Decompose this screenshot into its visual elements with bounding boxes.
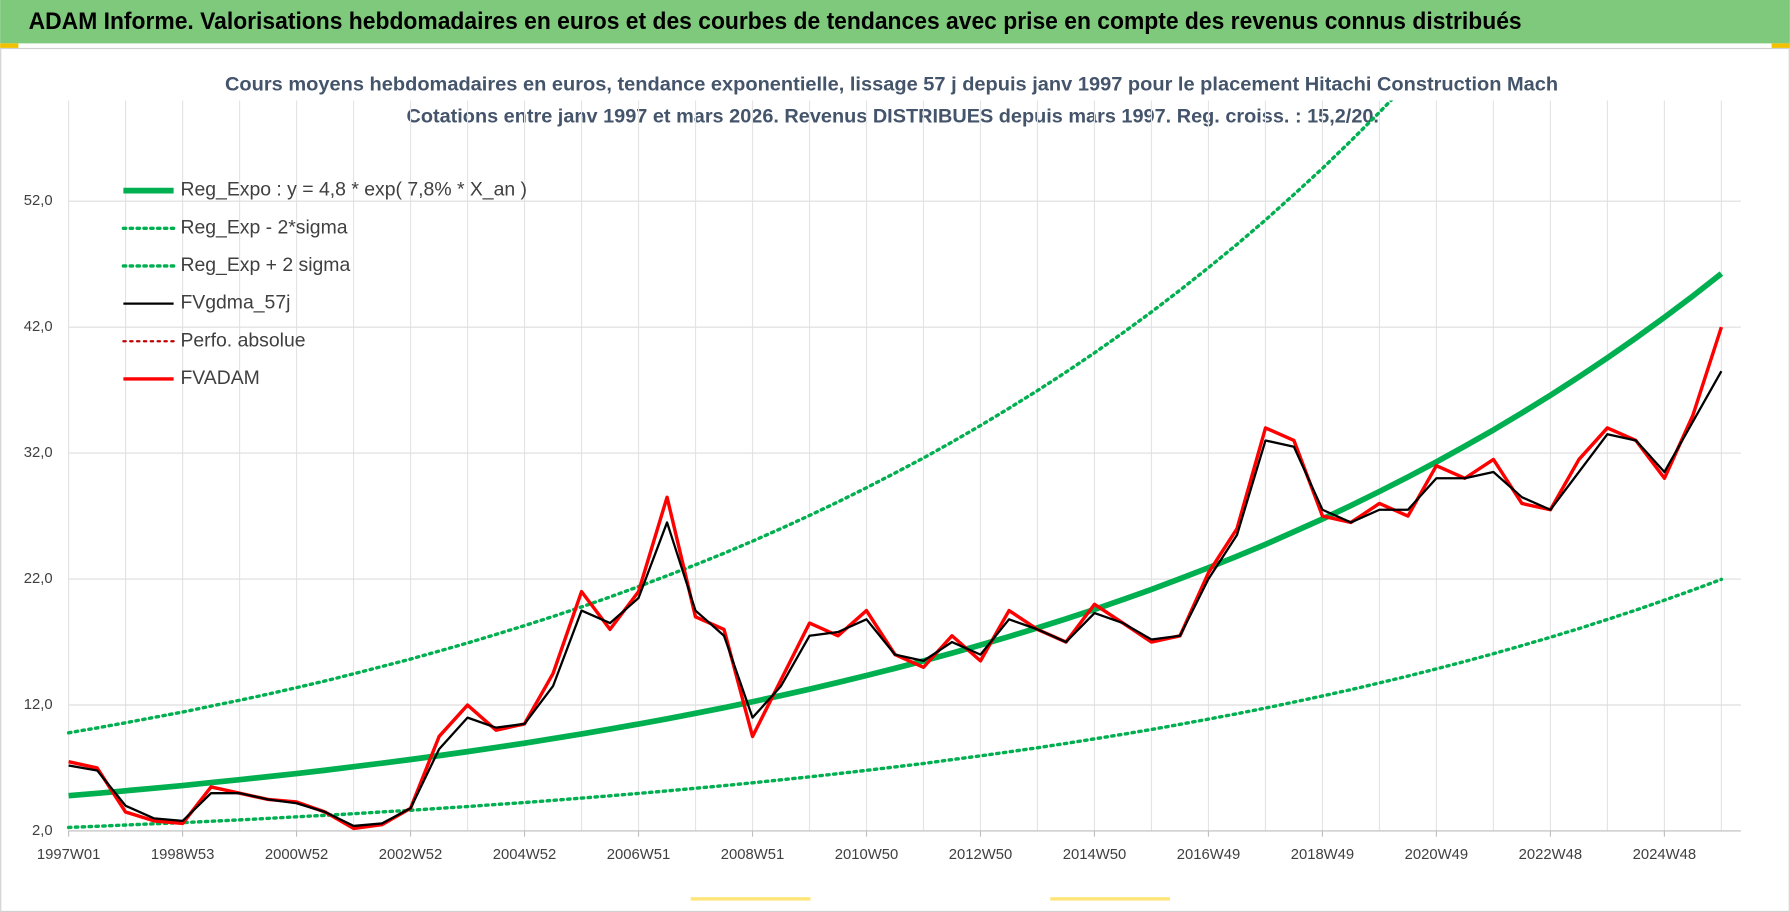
x-tick-label: 2008W51 — [721, 847, 784, 863]
y-tick-label: 32,0 — [24, 445, 53, 461]
x-tick-label: 1997W01 — [37, 847, 100, 863]
legend-label: FVADAM — [180, 367, 259, 389]
series-line — [66, 577, 1724, 830]
y-tick-label: 22,0 — [24, 571, 53, 587]
x-tick-label: 2010W50 — [835, 847, 898, 863]
header-bar — [0, 0, 1790, 44]
series-line — [68, 271, 1724, 799]
x-tick-label: 2022W48 — [1519, 847, 1582, 863]
x-tick-label: 2000W52 — [265, 847, 328, 863]
y-tick-label: 12,0 — [24, 697, 53, 713]
footer-mark — [690, 897, 811, 901]
x-tick-label: 2004W52 — [493, 847, 556, 863]
y-tick-label: 2,0 — [32, 823, 53, 839]
x-tick-label: 1998W53 — [151, 847, 214, 863]
chart-frame — [0, 47, 1790, 912]
legend-label: Perfo. absolue — [180, 329, 305, 351]
legend-label: FVgdma_57j — [180, 292, 290, 314]
corner-mark — [1771, 43, 1790, 48]
x-tick-label: 2018W49 — [1291, 847, 1354, 863]
series-line — [68, 370, 1723, 828]
chart-subtitle: Cotations entre janv 1997 et mars 2026. … — [406, 106, 1378, 128]
x-tick-label: 2014W50 — [1063, 847, 1126, 863]
x-tick-label: 2006W51 — [607, 847, 670, 863]
series-line — [66, 100, 1394, 735]
x-tick-label: 2012W50 — [949, 847, 1012, 863]
y-tick-label: 52,0 — [24, 193, 53, 209]
page-header: ADAM Informe. Valorisations hebdomadaire… — [29, 8, 1522, 35]
legend-label: Reg_Exp - 2*sigma — [180, 216, 347, 238]
plot-lines — [66, 100, 1724, 831]
chart-title: Cours moyens hebdomadaires en euros, ten… — [225, 74, 1558, 96]
legend-label: Reg_Exp + 2 sigma — [180, 254, 350, 276]
x-tick-label: 2002W52 — [379, 847, 442, 863]
y-tick-label: 42,0 — [24, 319, 53, 335]
x-tick-label: 2020W49 — [1405, 847, 1468, 863]
corner-mark — [0, 43, 19, 48]
x-tick-label: 2016W49 — [1177, 847, 1240, 863]
grid: 2,0 12,0 22,0 32,0 42,0 52,0 1997W01 1998W53 200… — [24, 100, 1741, 863]
legend-label: Reg_Expo : y = 4,8 * exp( 7,8% * X_an ) — [180, 179, 527, 201]
x-tick-label: 2024W48 — [1633, 847, 1696, 863]
footer-mark — [1050, 897, 1171, 901]
legend: Reg_Expo : y = 4,8 * exp( 7,8% * X_an ) R… — [121, 179, 527, 389]
